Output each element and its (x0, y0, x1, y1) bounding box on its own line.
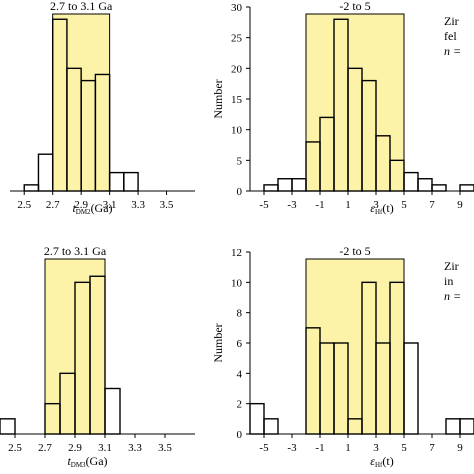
x-tick-label: 3.5 (158, 442, 172, 454)
histogram-bar-6 (108, 171, 125, 192)
range-band (305, 258, 405, 435)
x-axis-label-subscript: Hf (375, 461, 383, 469)
chart-panel-top-left: 2.7 to 3.1 Ga 2.5 2.7 2.9 3.1 3.3 3.5 tDM2(Ga) (10, 0, 195, 216)
y-tick-label: 12 (231, 247, 242, 259)
y-tick-label: 6 (237, 338, 243, 350)
x-tick-label: 3.1 (103, 199, 117, 211)
x-axis-label-tail: (t) (382, 454, 393, 468)
x-tick-label: 3.5 (160, 199, 174, 211)
range-band-label: 2.7 to 3.1 Ga (50, 0, 113, 13)
x-tick-label: 1 (345, 199, 351, 211)
x-axis-label-main: ε (370, 454, 375, 468)
x-tick-label: 2.5 (8, 442, 22, 454)
y-tick-label: 5 (237, 155, 243, 167)
histogram-bar-11 (417, 178, 433, 192)
side-annotation-line: n = (444, 44, 461, 58)
x-axis-label-subscript: DM2 (76, 208, 91, 216)
histogram-bar-0 (263, 184, 279, 192)
y-tick-label: 30 (231, 2, 243, 14)
chart-panel-bottom-left: 2.7 to 3.1 Ga 2.5 2.7 2.9 3.1 3.3 3.5 tDM3(Ga) (0, 244, 195, 469)
x-tick-label: 5 (401, 199, 407, 211)
range-band-label: -2 to 5 (339, 244, 370, 258)
histogram-bar-7 (123, 171, 139, 192)
x-tick-label: 3.3 (128, 442, 142, 454)
x-axis-label: tDM3(Ga) (67, 454, 107, 469)
x-axis-label-main: t (67, 454, 71, 468)
histogram-bar-10 (445, 418, 461, 435)
histogram-bar-11 (459, 418, 474, 435)
y-tick-label: 8 (237, 308, 243, 320)
x-tick-label: -3 (287, 442, 297, 454)
x-tick-label: 3 (373, 199, 379, 211)
y-axis-label: Number (211, 323, 225, 362)
y-tick-label: 2 (237, 399, 243, 411)
x-tick-label: 2.5 (17, 199, 31, 211)
x-tick-label: 2.7 (46, 199, 60, 211)
histogram-bar-0 (0, 418, 16, 435)
chart-panel-bottom-right: -2 to 5 -5 -3 -1 1 3 5 7 9 0 2 4 6 8 10 12 Number εHf(t) Z… (211, 244, 474, 469)
range-band-label: -2 to 5 (339, 0, 370, 13)
x-tick-label: 7 (429, 199, 435, 211)
range-band-label: 2.7 to 3.1 Ga (44, 244, 107, 258)
histogram-bar-5 (104, 387, 121, 435)
range-band (305, 13, 405, 192)
x-axis-label-tail: (t) (382, 201, 393, 215)
x-axis-label: εHf(t) (370, 201, 393, 216)
y-tick-label: 4 (237, 368, 243, 380)
y-tick-label: 25 (231, 33, 243, 45)
side-annotation-line: Zir (444, 259, 459, 273)
y-tick-label: 0 (237, 429, 243, 441)
x-axis-label-tail: (Ga) (86, 454, 108, 468)
y-tick-label: 20 (231, 63, 243, 75)
x-tick-label: 5 (401, 442, 407, 454)
histogram-bar-0 (23, 184, 40, 192)
x-tick-label: 9 (457, 199, 463, 211)
x-axis-label-main: t (72, 201, 76, 215)
y-tick-label: 15 (231, 94, 243, 106)
y-tick-label: 10 (231, 277, 243, 289)
x-tick-label: 3.1 (98, 442, 112, 454)
side-annotation-line: Zir (444, 14, 459, 28)
x-tick-label: 2.9 (74, 199, 88, 211)
chart-panel-top-right: -2 to 5 -5 -3 -1 1 3 5 7 9 0 5 10 15 20 25 30 Number εHf(… (211, 0, 474, 216)
histogram-bar-9 (403, 342, 419, 435)
x-axis-label-tail: (Ga) (91, 201, 113, 215)
side-annotation-line: n = (444, 289, 461, 303)
x-tick-label: -5 (259, 442, 269, 454)
x-tick-label: 2.9 (68, 442, 82, 454)
x-axis-label-subscript: Hf (375, 208, 383, 216)
x-tick-label: 3.3 (131, 199, 145, 211)
x-tick-label: -3 (287, 199, 297, 211)
histogram-bar-1 (37, 153, 54, 192)
x-axis-label: tDM2(Ga) (72, 201, 112, 216)
histogram-bar-10 (403, 171, 419, 192)
histogram-bar-1 (263, 418, 279, 435)
x-tick-label: 3 (373, 442, 379, 454)
side-annotation-line: fel (444, 29, 457, 43)
x-tick-label: 7 (429, 442, 435, 454)
x-axis-label-subscript: DM3 (71, 461, 86, 469)
x-tick-label: 9 (457, 442, 463, 454)
x-tick-label: -1 (315, 442, 324, 454)
x-tick-label: -5 (259, 199, 269, 211)
y-axis-label: Number (211, 79, 225, 118)
y-tick-label: 0 (237, 186, 243, 198)
histogram-bar-2 (291, 178, 307, 192)
histogram-bar-0 (249, 402, 265, 435)
y-tick-label: 10 (231, 125, 243, 137)
histogram-bar-13 (459, 184, 474, 192)
x-tick-label: 2.7 (38, 442, 52, 454)
x-tick-label: -1 (315, 199, 324, 211)
x-tick-label: 1 (345, 442, 351, 454)
side-annotation-line: in (444, 274, 453, 288)
histogram-bar-12 (431, 184, 447, 192)
histogram-bar-1 (277, 178, 293, 192)
x-axis-label-main: ε (370, 201, 375, 215)
x-axis-label: εHf(t) (370, 454, 393, 469)
